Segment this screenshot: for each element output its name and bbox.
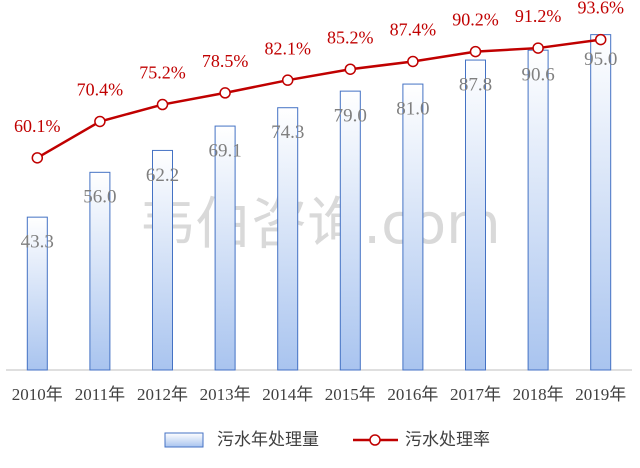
line — [36, 38, 601, 159]
legend-swatch — [164, 432, 204, 448]
bar — [89, 171, 111, 371]
line-marker — [156, 98, 169, 111]
legend-label: 污水年处理量 — [217, 430, 319, 450]
bar-value-label: 43.3 — [21, 232, 54, 253]
bar — [26, 216, 48, 371]
bar-value-label: 79.0 — [334, 105, 367, 126]
bar — [527, 49, 549, 371]
line-value-label: 85.2% — [327, 27, 374, 47]
line-marker — [407, 55, 419, 68]
line-value-label: 93.6% — [577, 0, 624, 18]
bar-value-label: 81.0 — [396, 98, 429, 119]
x-tick-label: 2010年 — [12, 385, 63, 404]
bar — [590, 34, 612, 371]
x-tick-label: 2018年 — [513, 385, 564, 404]
line-marker — [94, 115, 106, 128]
x-tick-label: 2013年 — [200, 385, 251, 404]
line-value-label: 78.5% — [202, 51, 249, 71]
bar — [339, 90, 361, 371]
line-marker — [281, 74, 294, 86]
bar-value-label: 87.8 — [459, 74, 492, 95]
line-marker — [469, 45, 482, 58]
line-marker — [532, 42, 544, 54]
legend-label: 污水处理率 — [405, 430, 490, 450]
bar — [465, 59, 486, 371]
bar — [214, 125, 236, 371]
line-marker — [344, 63, 357, 75]
bar-value-label: 95.0 — [584, 49, 617, 70]
line-value-label: 90.2% — [452, 10, 499, 30]
line-value-label: 70.4% — [77, 80, 124, 100]
watermark: 韦伯咨询.com — [139, 192, 500, 257]
bar-value-label: 62.2 — [146, 165, 179, 186]
x-tick-label: 2017年 — [450, 385, 501, 404]
bar — [277, 107, 299, 371]
bar-value-label: 69.1 — [208, 140, 241, 161]
line-marker — [31, 152, 44, 164]
x-tick-label: 2014年 — [262, 385, 313, 404]
line-value-label: 60.1% — [14, 116, 61, 136]
bar — [152, 149, 173, 371]
line-value-label: 91.2% — [515, 6, 562, 26]
line-marker — [219, 87, 231, 99]
line-value-label: 75.2% — [139, 63, 186, 83]
bar-value-label: 90.6 — [521, 65, 554, 86]
x-tick-label: 2019年 — [575, 385, 626, 404]
bar-value-label: 56.0 — [83, 187, 116, 208]
x-tick-label: 2016年 — [387, 385, 438, 404]
bar-value-label: 74.3 — [271, 122, 304, 143]
x-tick-label: 2015年 — [325, 385, 376, 404]
line-value-label: 87.4% — [390, 20, 437, 40]
legend-marker — [369, 434, 381, 446]
line-value-label: 82.1% — [264, 38, 311, 58]
x-tick-label: 2011年 — [75, 385, 125, 404]
bar — [402, 83, 424, 371]
line-marker — [594, 33, 607, 46]
x-tick-label: 2012年 — [137, 385, 188, 404]
